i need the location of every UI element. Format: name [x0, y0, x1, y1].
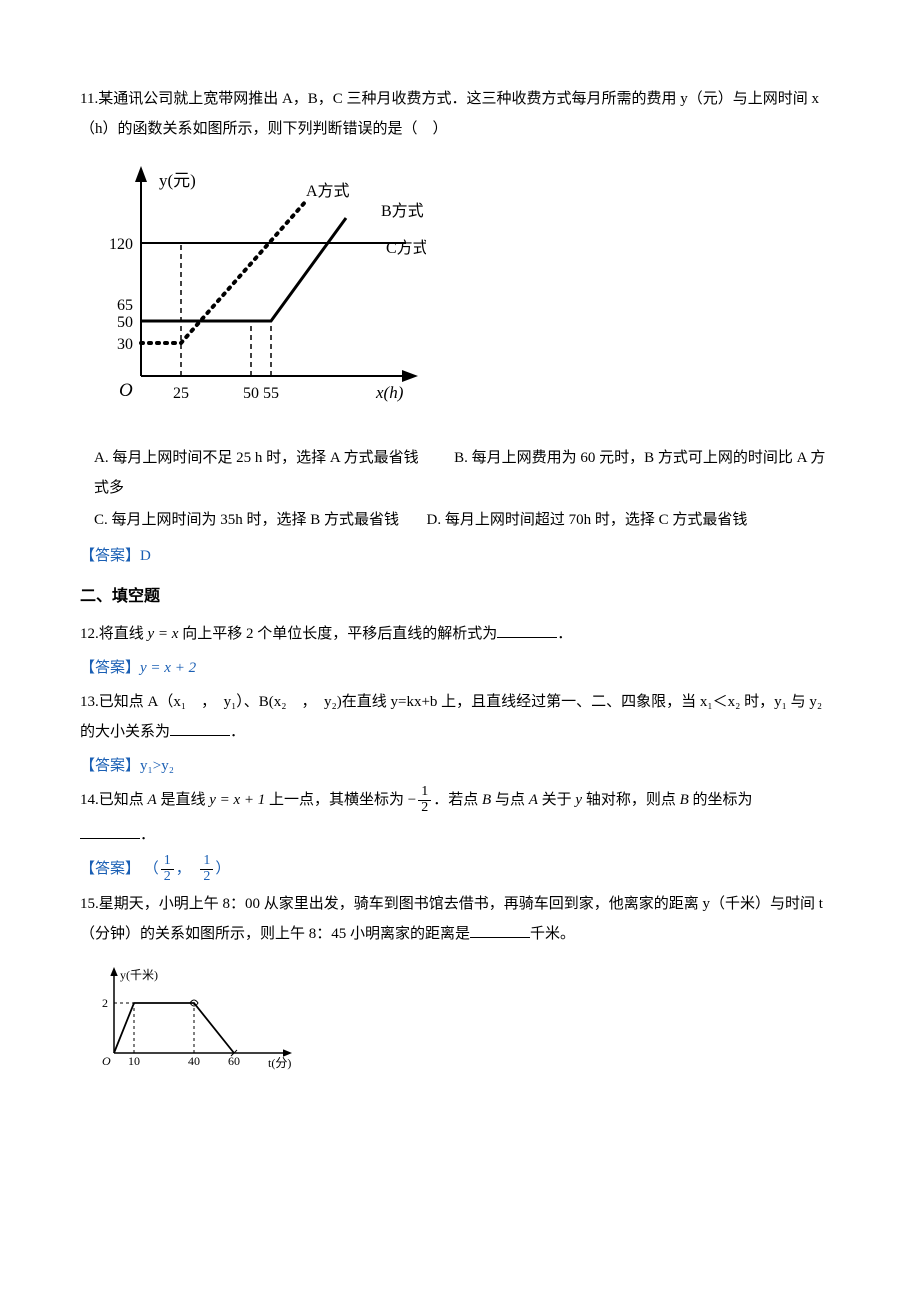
section-2-heading: 二、填空题: [80, 581, 840, 613]
svg-text:2: 2: [102, 996, 108, 1010]
q14-t7: 轴对称，则点: [582, 792, 680, 808]
svg-text:A方式: A方式: [306, 182, 350, 200]
q11-optD-label: D.: [427, 512, 445, 528]
svg-text:25: 25: [173, 385, 189, 402]
q11-optC: 每月上网时间为 35h 时，选择 B 方式最省钱: [112, 512, 400, 528]
svg-text:O: O: [119, 380, 133, 401]
svg-text:y(元): y(元): [159, 171, 196, 190]
q14-t5: 与点: [491, 792, 529, 808]
q12-eq: y = x: [148, 626, 179, 642]
q14-t6: 关于: [538, 792, 576, 808]
answer-tag: 【答案】: [80, 861, 140, 877]
q14-t1: 14.已知点: [80, 792, 148, 808]
q14-neg: −: [408, 792, 416, 808]
svg-text:65: 65: [117, 297, 133, 314]
blank: [170, 720, 230, 736]
frac-num: 1: [161, 854, 174, 870]
q11-optA: 每月上网时间不足 25 h 时，选择 A 方式最省钱: [112, 450, 418, 466]
q12-text-b: 向上平移 2 个单位长度，平移后直线的解析式为: [178, 626, 497, 642]
svg-text:30: 30: [117, 336, 133, 353]
q14-t2: 是直线: [157, 792, 210, 808]
q11-chart: y(元)x(h)O305065120255055A方式B方式C方式: [86, 158, 840, 429]
answer-tag: 【答案】: [80, 548, 140, 564]
fraction: 12: [161, 854, 174, 884]
q13-answer: 【答案】y₁>y₂: [80, 751, 840, 781]
q15-stem: 15.星期天，小明上午 8：00 从家里出发，骑车到图书馆去借书，再骑车回到家，…: [80, 889, 840, 949]
q15-unit: 千米。: [530, 926, 575, 942]
q11-optB-label: B.: [454, 450, 472, 466]
q11-answer: 【答案】D: [80, 541, 840, 571]
q11-stem: 11.某通讯公司就上宽带网推出 A，B，C 三种月收费方式．这三种收费方式每月所…: [80, 84, 840, 144]
q14-t8: 的坐标为: [689, 792, 753, 808]
fraction: 12: [200, 854, 213, 884]
q14-A2: A: [529, 792, 538, 808]
q15-chart: y(千米) t(分) O 2 10 40 60: [86, 963, 840, 1089]
svg-text:120: 120: [109, 236, 133, 253]
frac-den: 2: [418, 801, 431, 816]
svg-text:10: 10: [128, 1054, 140, 1068]
q11-optA-label: A.: [94, 450, 112, 466]
svg-text:50: 50: [117, 314, 133, 331]
q14-eq: y = x + 1: [209, 792, 265, 808]
svg-text:B方式: B方式: [381, 202, 424, 220]
q14-A1: A: [148, 792, 157, 808]
svg-text:60: 60: [228, 1054, 240, 1068]
blank: [470, 922, 530, 938]
q11-answer-value: D: [140, 548, 151, 564]
svg-text:O: O: [102, 1054, 111, 1068]
blank: [497, 622, 557, 638]
frac-den: 2: [200, 870, 213, 885]
blank: [80, 823, 140, 839]
q14-blank-line: ．: [80, 820, 840, 850]
q13-stem: 13.已知点 A（x₁ ， y₁）、B(x₂ ， y₂)在直线 y=kx+b 上…: [80, 687, 840, 747]
frac-num: 1: [200, 854, 213, 870]
q12-answer-value: y = x + 2: [140, 660, 196, 676]
svg-text:y(千米): y(千米): [120, 968, 158, 982]
q12-text-a: 12.将直线: [80, 626, 148, 642]
svg-text:55: 55: [263, 385, 279, 402]
q14-t4: ．若点: [433, 792, 482, 808]
frac-den: 2: [161, 870, 174, 885]
q11-optD: 每月上网时间超过 70h 时，选择 C 方式最省钱: [445, 512, 748, 528]
paren-close: ）: [215, 861, 230, 877]
paren-open: （: [144, 861, 159, 877]
sep: ，: [176, 861, 184, 877]
q14-answer-value: （12， 12）: [144, 861, 231, 877]
q11-optC-label: C.: [94, 512, 112, 528]
svg-text:50: 50: [243, 385, 259, 402]
q14-answer: 【答案】 （12， 12）: [80, 854, 840, 885]
frac-num: 1: [418, 785, 431, 801]
q14-t3: 上一点，其横坐标为: [265, 792, 408, 808]
q15-text: 15.星期天，小明上午 8：00 从家里出发，骑车到图书馆去借书，再骑车回到家，…: [80, 896, 823, 942]
answer-tag: 【答案】: [80, 660, 140, 676]
q14-B2: B: [680, 792, 689, 808]
svg-text:C方式: C方式: [386, 239, 426, 257]
q14-B1: B: [482, 792, 491, 808]
q12-answer: 【答案】y = x + 2: [80, 653, 840, 683]
q11-options: A. 每月上网时间不足 25 h 时，选择 A 方式最省钱 B. 每月上网费用为…: [94, 443, 840, 535]
svg-text:t(分): t(分): [268, 1056, 291, 1070]
svg-text:40: 40: [188, 1054, 200, 1068]
q13-answer-value: y₁>y₂: [140, 758, 174, 774]
q12-stem: 12.将直线 y = x 向上平移 2 个单位长度，平移后直线的解析式为．: [80, 619, 840, 649]
q14-stem: 14.已知点 A 是直线 y = x + 1 上一点，其横坐标为 −12．若点 …: [80, 785, 840, 816]
fraction: 12: [418, 785, 431, 815]
svg-text:x(h): x(h): [375, 383, 404, 402]
answer-tag: 【答案】: [80, 758, 140, 774]
